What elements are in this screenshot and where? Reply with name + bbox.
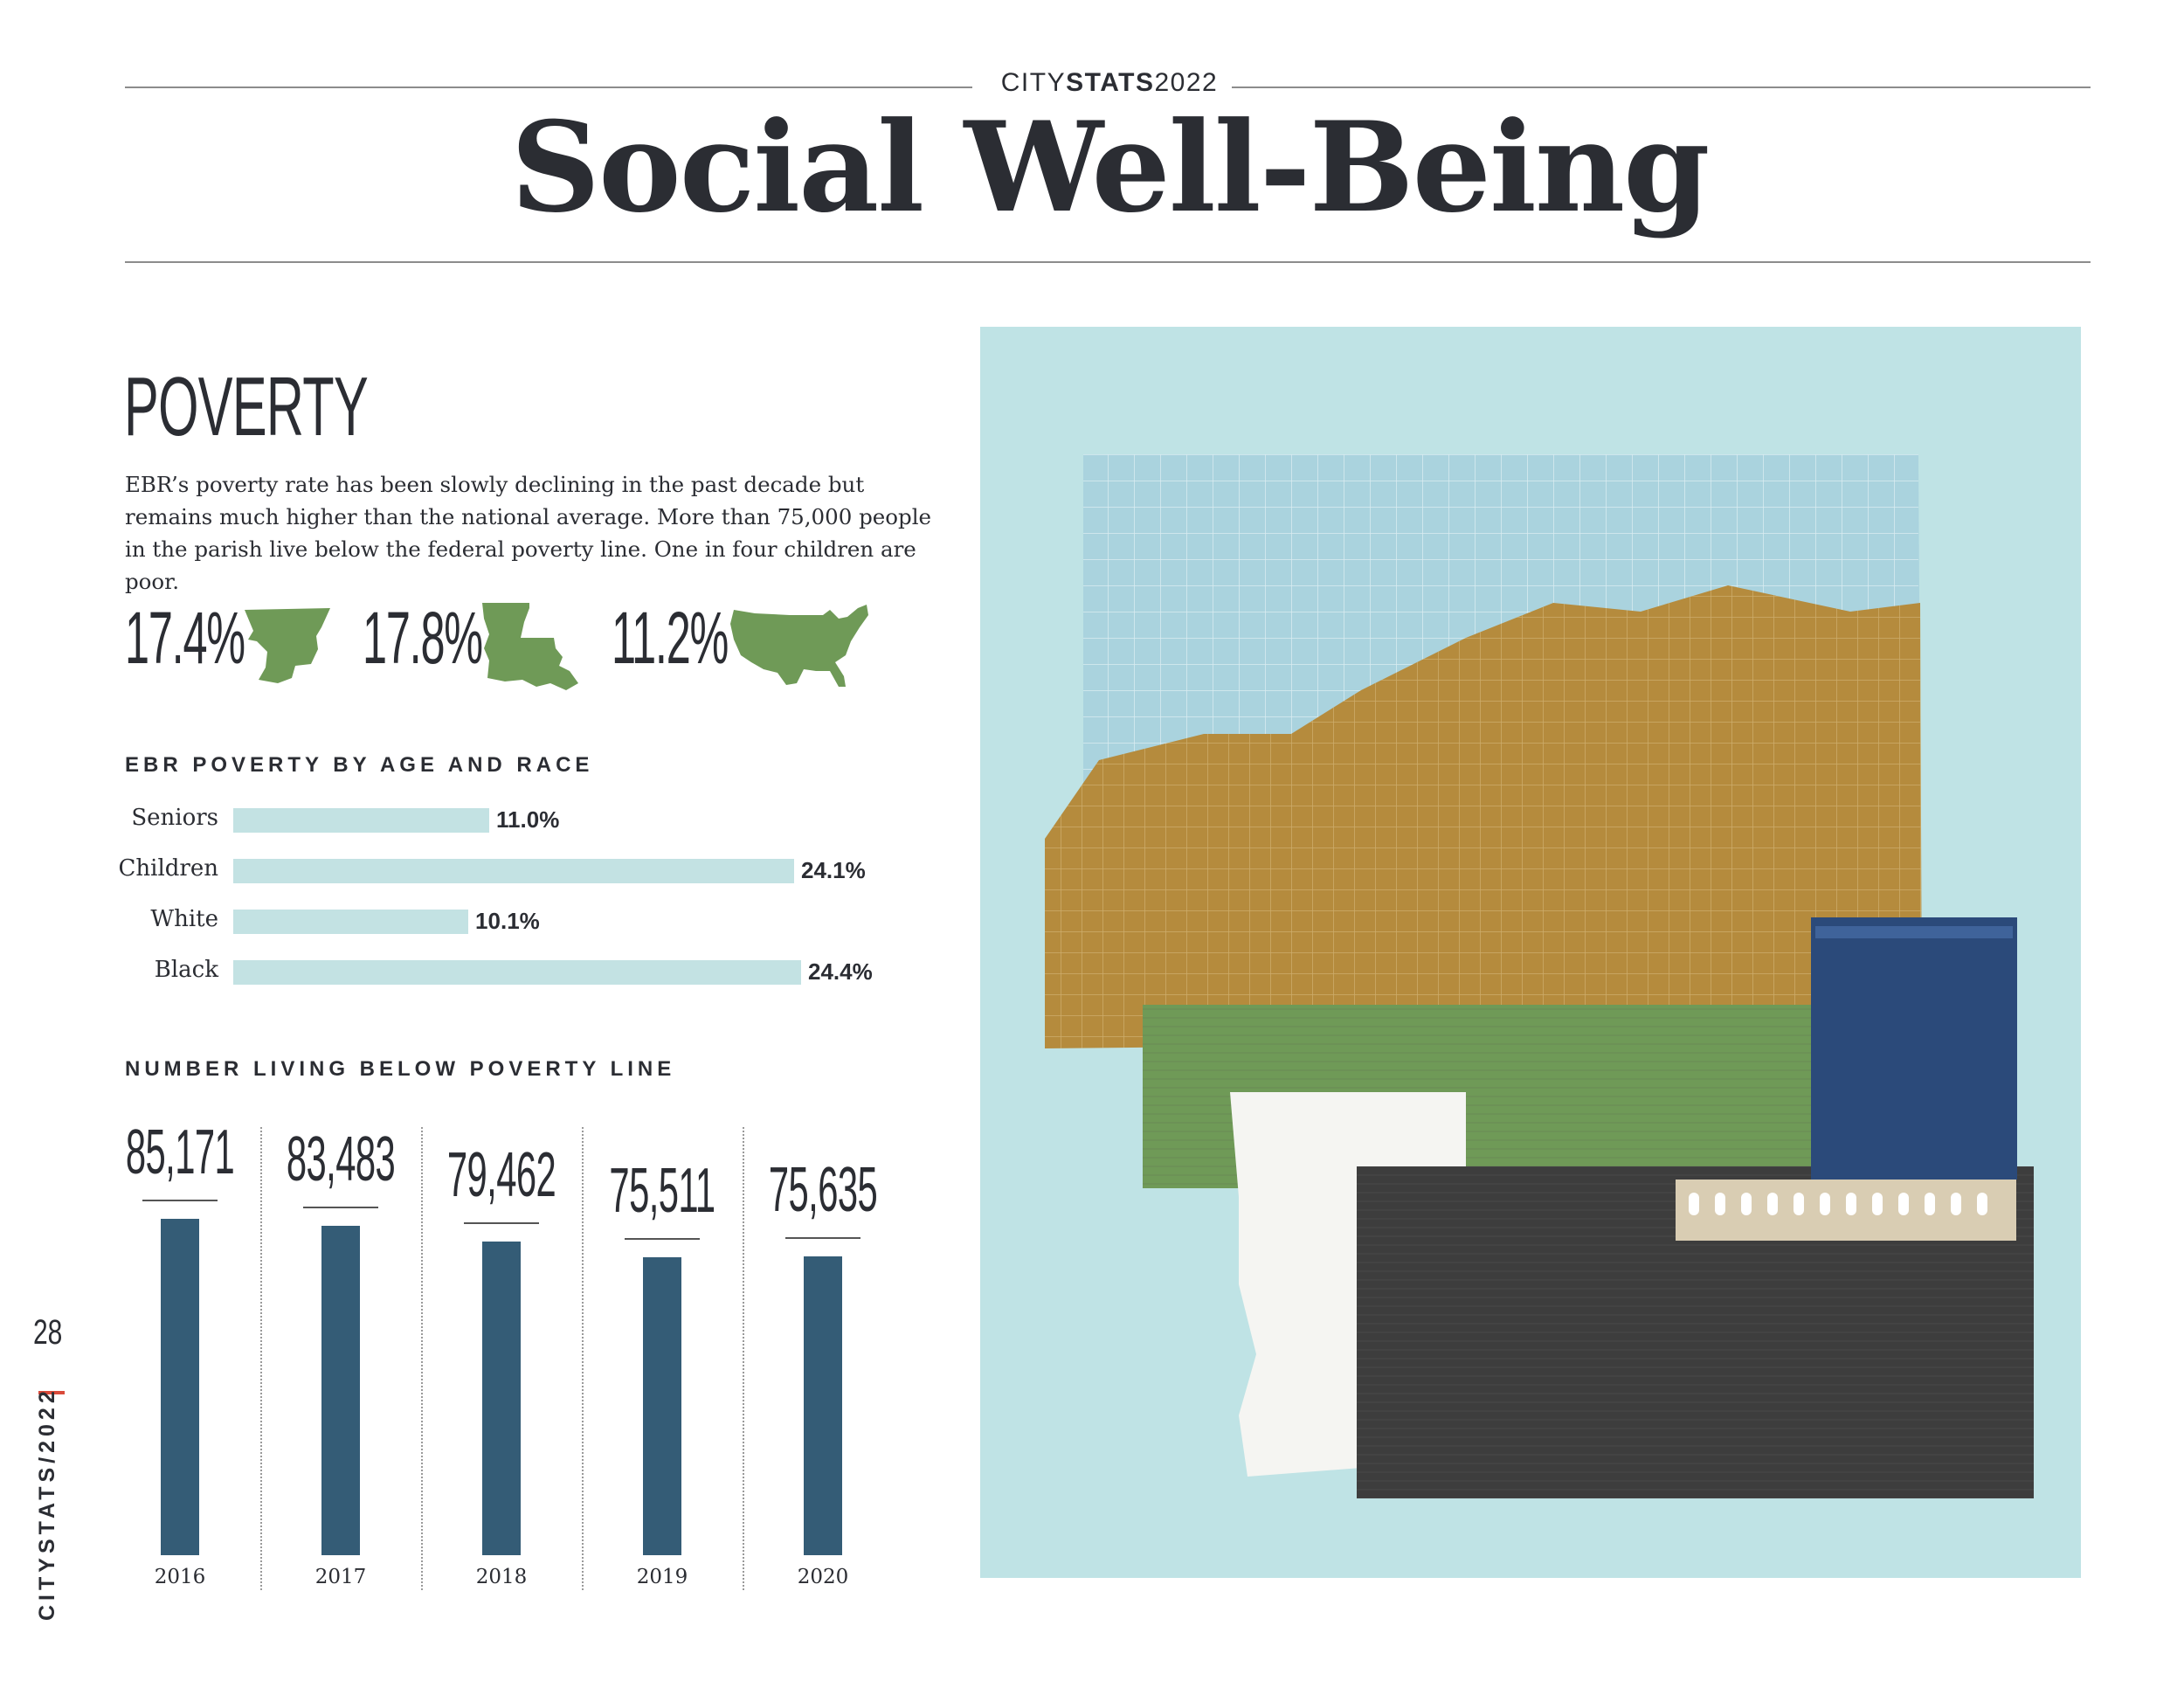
title-rule — [125, 261, 2091, 263]
x-tick-label: 2020 — [797, 1566, 849, 1588]
bar — [233, 808, 490, 833]
bar — [233, 859, 794, 883]
bar-value-label: 75,511 — [609, 1155, 715, 1226]
age-race-chart-title: EBR POVERTY BY AGE AND RACE — [125, 753, 594, 777]
section-kicker: CITYSTATS2022 — [1000, 68, 1219, 97]
page-number-accent — [38, 1391, 65, 1394]
stat-ebr-rate: 17.4% — [125, 597, 245, 679]
collage-illustration — [980, 327, 2081, 1578]
louisiana-map-icon — [482, 603, 578, 690]
value-underline — [625, 1237, 700, 1240]
bar-label: Seniors — [131, 805, 218, 831]
x-tick-label: 2019 — [636, 1566, 688, 1588]
section-title: POVERTY — [124, 360, 369, 453]
column-separator — [582, 1127, 584, 1590]
page-number: 28 — [33, 1313, 63, 1352]
page-title: Social Well-Being — [510, 95, 1711, 240]
bar — [804, 1256, 842, 1555]
value-underline — [785, 1237, 860, 1240]
value-underline — [142, 1200, 218, 1201]
header-rule-left — [125, 86, 972, 88]
bar-value-label: 83,483 — [286, 1124, 396, 1194]
spine-label: CITYSTATS/2022 — [35, 1387, 59, 1621]
bar — [321, 1225, 360, 1555]
bar-value-label: 24.1% — [801, 857, 866, 883]
bar — [233, 960, 801, 985]
united-states-map-icon — [730, 605, 868, 687]
bar — [643, 1256, 681, 1555]
bar-value-label: 10.1% — [475, 908, 540, 934]
bar-label: White — [150, 906, 218, 932]
age-race-bar-chart: Seniors 11.0% Children 24.1% White 10.1% Black… — [0, 0, 961, 1048]
bar — [161, 1219, 199, 1555]
bar — [482, 1241, 521, 1555]
below-line-bar-chart: 85,171 2016 83,483 2017 79,462 2018 75,511 2019… — [0, 0, 961, 1660]
stat-national-rate: 11.2% — [612, 597, 729, 679]
x-tick-label: 2017 — [314, 1566, 367, 1588]
column-separator — [421, 1127, 423, 1590]
below-line-chart-title: NUMBER LIVING BELOW POVERTY LINE — [125, 1057, 676, 1081]
bar-value-label: 79,462 — [446, 1139, 556, 1210]
bar — [233, 910, 469, 934]
x-tick-label: 2016 — [154, 1566, 206, 1588]
bar-value-label: 85,171 — [125, 1117, 235, 1187]
value-underline — [464, 1221, 539, 1224]
bar-value-label: 24.4% — [808, 958, 873, 985]
stat-louisiana-rate: 17.8% — [363, 597, 483, 679]
bar-label: Black — [154, 957, 218, 983]
bar-value-label: 75,635 — [768, 1155, 878, 1226]
bar-value-label: 11.0% — [496, 806, 560, 833]
column-separator — [260, 1127, 262, 1590]
east-baton-rouge-parish-map-icon — [245, 608, 330, 683]
header-rule-right — [1232, 86, 2091, 88]
meal-check-card — [1811, 917, 2017, 1180]
value-underline — [303, 1206, 378, 1208]
column-separator — [743, 1127, 744, 1590]
bar-label: Children — [118, 855, 218, 882]
intro-paragraph: EBR’s poverty rate has been slowly decli… — [125, 472, 932, 594]
x-tick-label: 2018 — [475, 1566, 528, 1588]
